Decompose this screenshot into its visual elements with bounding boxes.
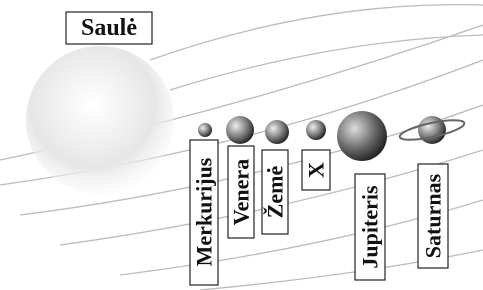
planet-x [306, 120, 326, 140]
planet-label: Žemė [263, 166, 288, 219]
planet-label: Venera [229, 159, 254, 225]
saturn [398, 116, 465, 144]
mercury [198, 123, 212, 137]
planet-label: X [304, 162, 329, 178]
planet-label: Jupiteris [358, 185, 383, 269]
jupiter [337, 111, 387, 161]
solar-system-diagram: Saulė Merkurijus Venera Žemė X Jupiteris… [0, 0, 483, 290]
sun [26, 46, 174, 194]
planet-label: Merkurijus [192, 157, 217, 266]
planet-label: Saturnas [421, 173, 446, 258]
sun-label: Saulė [81, 15, 137, 41]
venus [226, 116, 254, 144]
orbit [170, 35, 483, 90]
earth [265, 120, 289, 144]
orbit [150, 5, 483, 60]
